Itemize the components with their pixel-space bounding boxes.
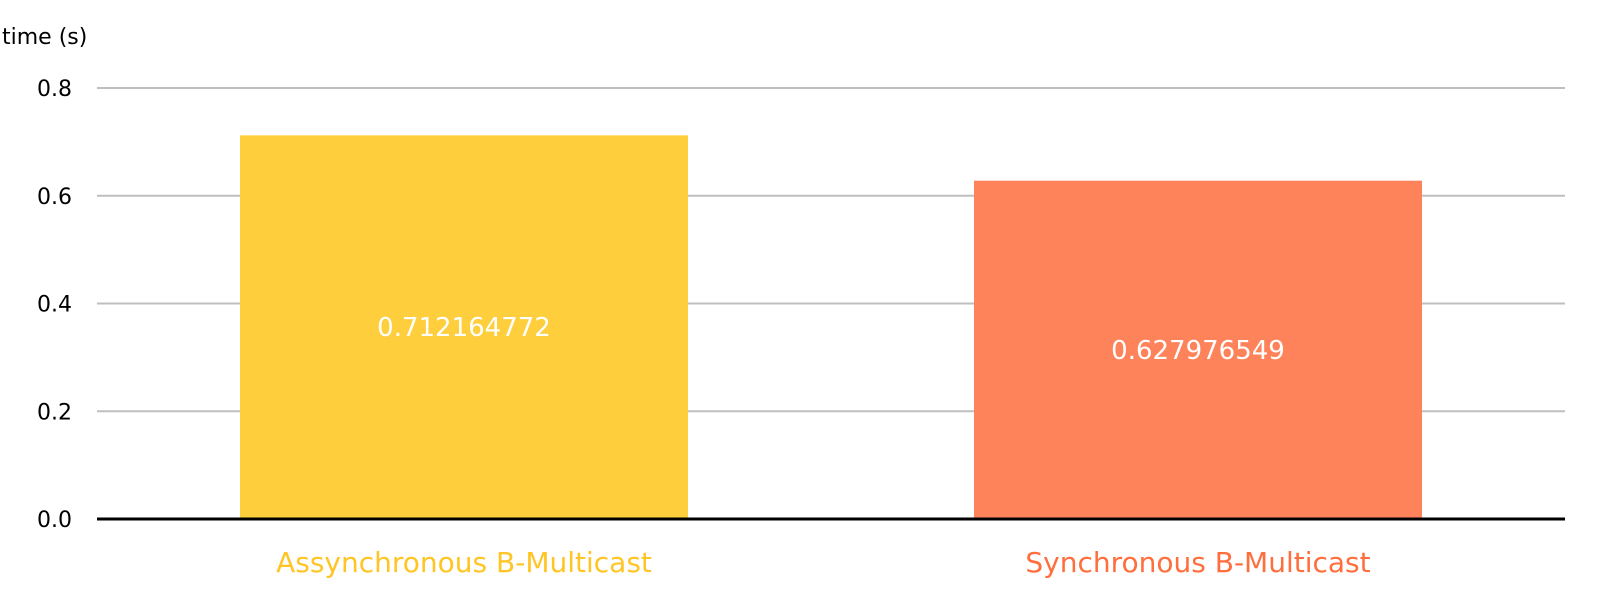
y-tick-label: 0.0	[37, 508, 72, 533]
y-tick-label: 0.8	[37, 77, 72, 102]
y-tick-label: 0.6	[37, 185, 72, 210]
data-labels: 0.712164772 0.627976549	[377, 313, 1285, 366]
data-label: 0.627976549	[1111, 336, 1285, 366]
x-tick-labels: Assynchronous B-Multicast Synchronous B-M…	[276, 546, 1371, 579]
data-label: 0.712164772	[377, 313, 551, 343]
y-tick-label: 0.4	[37, 293, 72, 318]
y-tick-label: 0.2	[37, 400, 72, 425]
x-tick-label: Synchronous B-Multicast	[1025, 546, 1370, 579]
y-tick-labels: 0.0 0.2 0.4 0.6 0.8	[37, 77, 72, 533]
y-axis-label: time (s)	[2, 25, 87, 50]
x-tick-label: Assynchronous B-Multicast	[276, 546, 652, 579]
bar	[974, 180, 1422, 520]
bars	[240, 135, 1422, 520]
bar	[240, 135, 688, 519]
